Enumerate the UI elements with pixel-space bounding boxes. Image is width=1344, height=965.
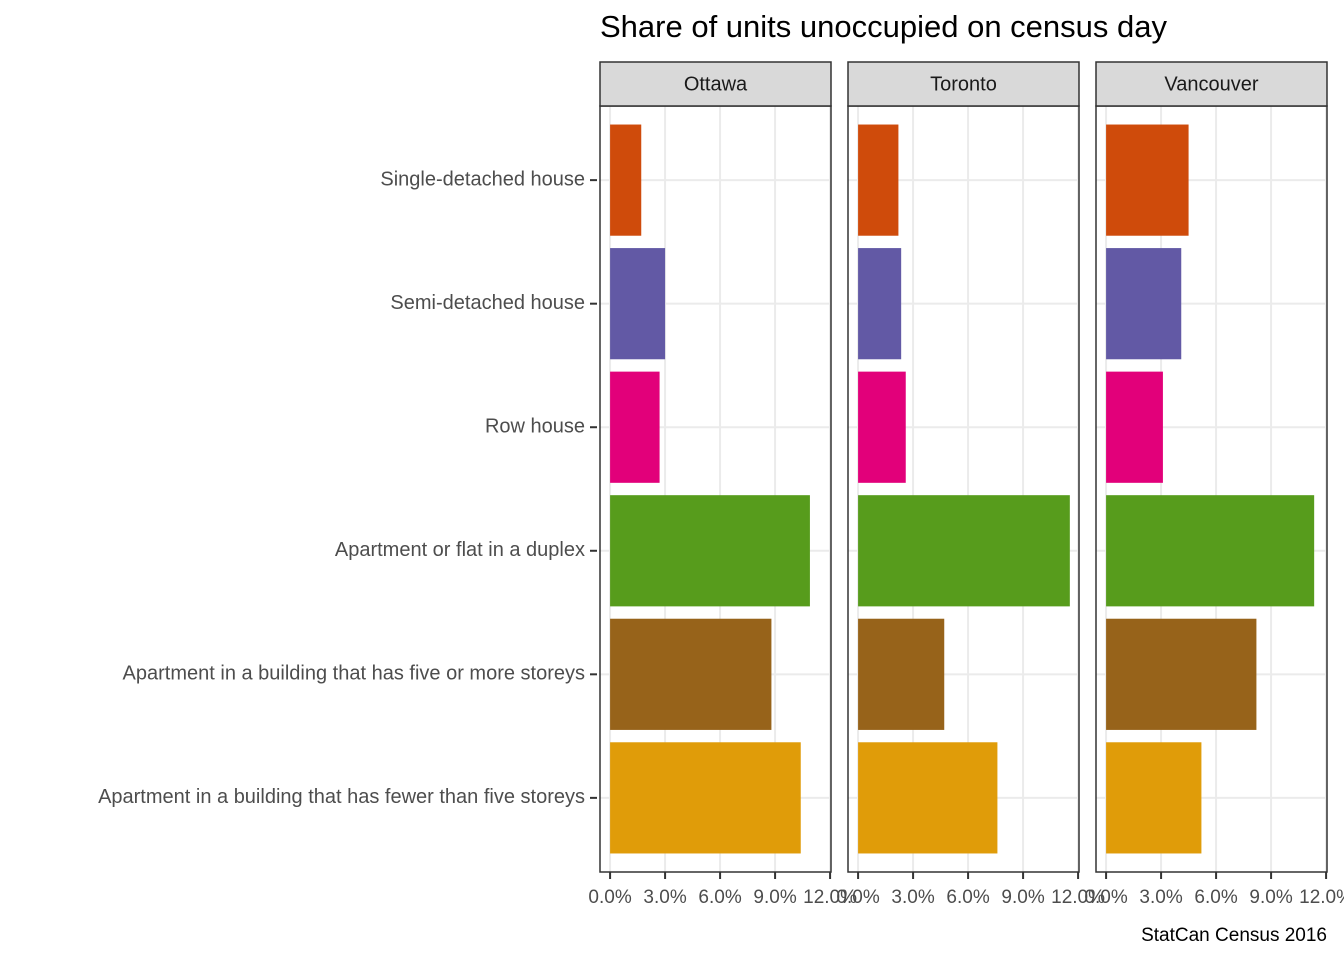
x-tick-label: 9.0% [753, 887, 796, 908]
bar [858, 495, 1070, 607]
x-tick-label: 0.0% [1084, 887, 1127, 908]
bar [610, 495, 810, 607]
y-tick-label: Apartment in a building that has fewer t… [98, 786, 585, 808]
x-tick-label: 12.0% [1051, 887, 1105, 908]
x-tick-label: 0.0% [836, 887, 879, 908]
y-tick-label: Single-detached house [380, 168, 585, 190]
bar [1106, 495, 1315, 607]
strip-label: Vancouver [1164, 73, 1258, 95]
bar [610, 618, 772, 730]
x-tick-label: 9.0% [1249, 887, 1292, 908]
x-tick-label: 6.0% [1194, 887, 1237, 908]
bar [610, 248, 666, 360]
bar [858, 618, 945, 730]
x-tick-label: 9.0% [1001, 887, 1044, 908]
strip [599, 61, 832, 107]
bar [858, 248, 902, 360]
strip-label: Ottawa [684, 73, 748, 95]
strip [1095, 61, 1328, 107]
caption: StatCan Census 2016 [1141, 925, 1327, 946]
bar [1106, 742, 1202, 854]
strip [847, 61, 1080, 107]
y-tick-label: Row house [485, 416, 585, 438]
bar [1106, 248, 1182, 360]
y-tick-label: Apartment in a building that has five or… [123, 663, 585, 685]
bar [858, 371, 906, 483]
x-tick-label: 6.0% [946, 887, 989, 908]
x-tick-label: 3.0% [891, 887, 934, 908]
strip-label: Toronto [930, 73, 997, 95]
x-tick-label: 12.0% [1299, 887, 1344, 908]
chart-title: Share of units unoccupied on census day [600, 9, 1167, 44]
bar [610, 371, 660, 483]
x-tick-label: 3.0% [1139, 887, 1182, 908]
bar [858, 742, 998, 854]
bar [610, 124, 642, 236]
y-tick-label: Semi-detached house [390, 292, 585, 314]
bar [610, 742, 801, 854]
bar [1106, 371, 1163, 483]
bar [858, 124, 899, 236]
x-tick-label: 12.0% [803, 887, 857, 908]
x-tick-label: 0.0% [588, 887, 631, 908]
bar [1106, 124, 1189, 236]
y-tick-label: Apartment or flat in a duplex [335, 539, 585, 561]
bar [1106, 618, 1257, 730]
x-tick-label: 3.0% [643, 887, 686, 908]
x-tick-label: 6.0% [698, 887, 741, 908]
